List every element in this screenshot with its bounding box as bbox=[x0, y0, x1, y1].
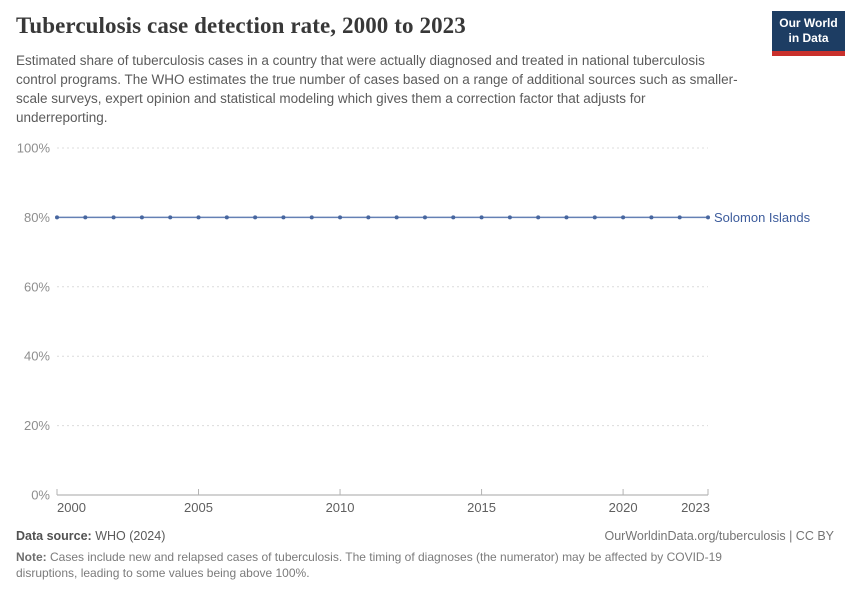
data-source-value: WHO (2024) bbox=[91, 529, 166, 543]
x-tick-label: 2023 bbox=[681, 500, 710, 515]
series-point[interactable] bbox=[366, 215, 371, 220]
y-tick-label: 100% bbox=[17, 141, 51, 156]
chart-subtitle: Estimated share of tuberculosis cases in… bbox=[16, 53, 738, 125]
y-tick-label: 80% bbox=[24, 210, 50, 225]
series-point[interactable] bbox=[224, 215, 229, 220]
series-point[interactable] bbox=[111, 215, 116, 220]
y-tick-label: 20% bbox=[24, 418, 50, 433]
x-tick-label: 2000 bbox=[57, 500, 86, 515]
series-point[interactable] bbox=[649, 215, 654, 220]
data-source-label: Data source: bbox=[16, 529, 92, 543]
series-point[interactable] bbox=[536, 215, 541, 220]
series-point[interactable] bbox=[592, 215, 597, 220]
owid-logo[interactable]: Our World in Data bbox=[772, 11, 845, 56]
data-source: Data source: WHO (2024) bbox=[16, 529, 165, 543]
line-chart-svg: 0% 20% 40% 60% 80% 100% 2000 2005 2010 2015 2020 20… bbox=[17, 141, 811, 516]
note-value: Cases include new and relapsed cases of … bbox=[16, 550, 722, 580]
page-title: Tuberculosis case detection rate, 2000 t… bbox=[16, 13, 466, 38]
series-point[interactable] bbox=[394, 215, 399, 220]
series-point[interactable] bbox=[281, 215, 286, 220]
y-tick-label: 40% bbox=[24, 349, 50, 364]
x-tick-label: 2010 bbox=[326, 500, 355, 515]
owid-logo-line1: Our World bbox=[779, 16, 838, 30]
series-point[interactable] bbox=[564, 215, 569, 220]
series-point[interactable] bbox=[253, 215, 258, 220]
series-entity-label[interactable]: Solomon Islands bbox=[714, 210, 811, 225]
attribution-link[interactable]: OurWorldinData.org/tuberculosis | CC BY bbox=[604, 529, 835, 543]
series-point[interactable] bbox=[479, 215, 484, 220]
owid-logo-red-bar bbox=[772, 51, 845, 56]
series-point[interactable] bbox=[451, 215, 456, 220]
owid-logo-text: Our World in Data bbox=[772, 11, 845, 51]
x-tick-label: 2005 bbox=[184, 500, 213, 515]
owid-logo-line2: in Data bbox=[788, 31, 829, 45]
series-point[interactable] bbox=[83, 215, 88, 220]
series-point[interactable] bbox=[309, 215, 314, 220]
series-point[interactable] bbox=[168, 215, 173, 220]
series-point[interactable] bbox=[139, 215, 144, 220]
x-tick-label: 2015 bbox=[467, 500, 496, 515]
chart-footer: Data source: WHO (2024) OurWorldinData.o… bbox=[16, 529, 834, 581]
chart-note: Note: Cases include new and relapsed cas… bbox=[16, 549, 750, 581]
y-tick-label: 0% bbox=[31, 488, 50, 503]
series-point[interactable] bbox=[507, 215, 512, 220]
series-point[interactable] bbox=[196, 215, 201, 220]
series-point[interactable] bbox=[422, 215, 427, 220]
y-tick-label: 60% bbox=[24, 279, 50, 294]
series-point[interactable] bbox=[677, 215, 682, 220]
series-point[interactable] bbox=[338, 215, 343, 220]
series-point[interactable] bbox=[621, 215, 626, 220]
plot-area: 0% 20% 40% 60% 80% 100% 2000 2005 2010 2015 2020 20… bbox=[0, 138, 850, 523]
series-point[interactable] bbox=[706, 215, 710, 220]
x-tick-label: 2020 bbox=[609, 500, 638, 515]
note-label: Note: bbox=[16, 550, 47, 564]
series-point[interactable] bbox=[55, 215, 59, 220]
